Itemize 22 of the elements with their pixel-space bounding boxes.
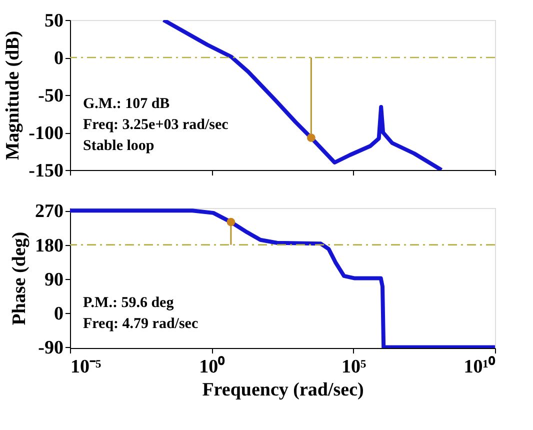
y-tick-label: -150: [28, 160, 64, 182]
annotation: P.M.: 59.6 deg: [83, 295, 174, 311]
x-tick-label: 10⁰: [199, 356, 226, 378]
y-tick-label: -90: [38, 338, 64, 359]
y-axis-title: Phase (deg): [9, 232, 30, 326]
y-tick-label: 270: [35, 201, 64, 222]
y-tick-label: 180: [35, 235, 64, 256]
y-axis-title: Magnitude (dB): [2, 30, 24, 160]
annotation: Freq: 3.25e+03 rad/sec: [83, 117, 229, 133]
y-tick-label: 90: [44, 269, 64, 290]
y-tick-label: -100: [28, 123, 64, 144]
annotation: Stable loop: [83, 138, 154, 154]
annotation: G.M.: 107 dB: [83, 96, 170, 112]
x-tick-label: 10¹⁰: [464, 356, 496, 378]
y-tick-label: 50: [44, 10, 64, 32]
y-tick-label: 0: [54, 48, 64, 69]
y-tick-label: 0: [54, 304, 64, 325]
x-axis-title: Frequency (rad/sec): [202, 380, 364, 400]
y-tick-label: -50: [38, 86, 64, 106]
annotation: Freq: 4.79 rad/sec: [83, 316, 198, 332]
x-tick-label: 10⁵: [341, 356, 366, 378]
x-tick-label: 10⁻⁵: [70, 356, 102, 378]
